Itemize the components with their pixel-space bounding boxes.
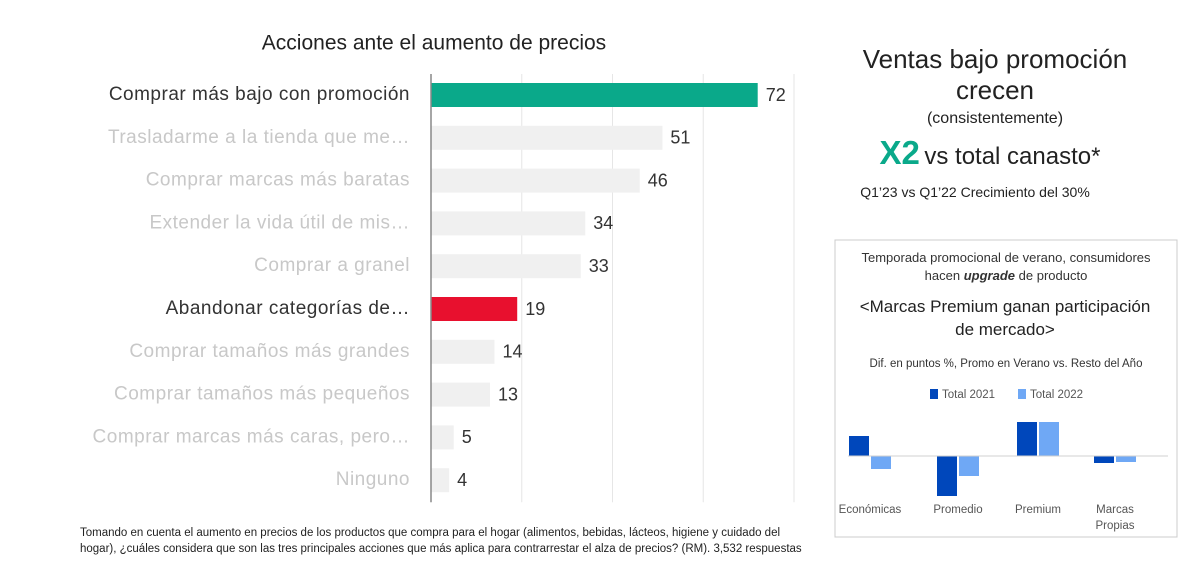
multiplier-line: X2 vs total canasto* [840,134,1140,172]
bar [431,425,454,450]
bar [849,436,869,456]
headline-note: (consistentemente) [926,110,1064,127]
bar [1094,456,1114,463]
category-label: Económicas [838,504,902,516]
bar [431,468,450,493]
bar [431,168,640,193]
bar [871,456,891,469]
category-label-box: Económicas [838,504,902,516]
box [834,239,1178,538]
bar [959,456,979,476]
value-label: 46 [648,170,668,190]
bar [431,125,663,150]
value-label: 34 [593,213,613,233]
value-label: 19 [525,299,545,319]
category-label-box: Premium [1014,504,1061,516]
category-label: Premium [1014,504,1061,516]
category-label: Promedio [933,504,983,516]
chart-title: Acciones ante el aumento de precios [262,32,606,55]
bar [1017,422,1037,456]
bar [1039,422,1059,456]
category-label: Comprar más bajo con promoción [109,84,410,105]
footnote: Tomando en cuenta el aumento en precios … [80,527,802,555]
bar [1116,456,1136,462]
box-emphasis: upgrade [963,268,1016,283]
multiplier: X2 [879,134,920,171]
category-label-box: Marcas Propias [1095,504,1135,532]
category-label: Trasladarme a la tienda que me… [108,127,410,148]
bar [431,211,586,236]
value-label: 33 [589,256,609,276]
headline: Ventas bajo promoción crecen [862,44,1128,105]
value-label: 72 [766,85,786,105]
category-label: Comprar a granel [254,255,410,276]
category-label: Ninguno [336,469,410,490]
value-label: 14 [503,342,523,362]
legend-label: Total 2022 [1030,389,1083,401]
value-label: 51 [670,128,690,148]
bar [431,254,581,279]
box-intro-text: Temporada promocional de verano, consumi… [861,250,1151,283]
category-label: Comprar tamaños más grandes [129,341,410,362]
box-title: <Marcas Premium ganan participación de m… [859,297,1151,339]
category-label: Abandonar categorías de… [166,298,410,319]
box-tail: de producto [1018,268,1088,283]
category-label: Comprar marcas más caras, pero… [93,426,410,447]
legend-label: Total 2021 [942,389,995,401]
legend-swatch [1018,389,1026,399]
category-label: Extender la vida útil de mis… [149,212,410,233]
value-label: 5 [462,427,472,447]
multiplier-text: vs total canasto* [924,143,1101,170]
value-label: 13 [498,384,518,404]
legend-swatch [930,389,938,399]
bar [937,456,957,496]
bar [431,297,518,321]
value-label: 4 [457,470,467,490]
bar [431,339,495,364]
bar [431,382,490,407]
category-label: Comprar tamaños más pequeños [114,384,410,405]
box-intro: Temporada promocional de verano, consumi… [845,249,1167,285]
growth: Q1’23 vs Q1’22 Crecimiento del 30% [860,184,1090,200]
box-subtitle: Dif. en puntos %, Promo en Verano vs. Re… [869,358,1143,370]
category-label-box: Promedio [933,504,983,516]
bar [431,83,758,107]
category-label: Marcas Propias [1095,504,1135,532]
category-label: Comprar marcas más baratas [146,170,410,191]
